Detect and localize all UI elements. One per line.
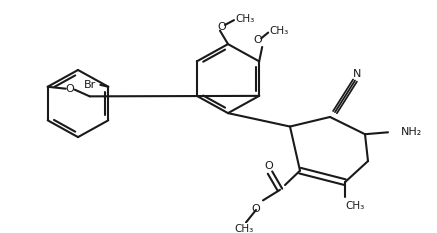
Text: CH₃: CH₃ — [234, 224, 253, 233]
Text: O: O — [252, 204, 260, 214]
Text: CH₃: CH₃ — [345, 201, 364, 211]
Text: CH₃: CH₃ — [269, 26, 288, 36]
Text: O: O — [65, 84, 74, 94]
Text: CH₃: CH₃ — [235, 14, 254, 24]
Text: O: O — [254, 35, 263, 45]
Text: NH₂: NH₂ — [401, 127, 422, 137]
Text: Br: Br — [84, 80, 96, 90]
Text: O: O — [265, 161, 274, 171]
Text: N: N — [353, 69, 361, 79]
Text: O: O — [218, 22, 226, 32]
